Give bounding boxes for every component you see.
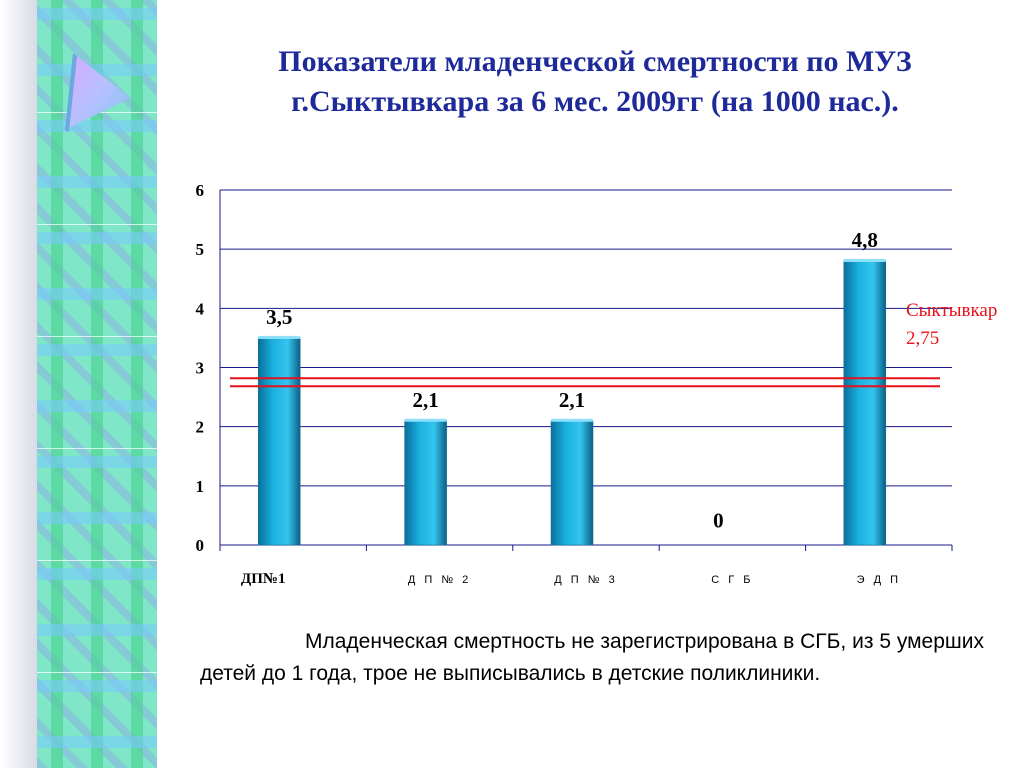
value-label: 2,1: [559, 388, 585, 412]
bar-top: [843, 259, 886, 262]
value-label: 0: [713, 508, 724, 532]
pattern-divider: [37, 224, 157, 225]
reference-line: [230, 377, 940, 388]
x-category-label: Д П № 3: [554, 574, 617, 586]
pattern-divider: [37, 448, 157, 449]
y-tick-label: 6: [196, 181, 205, 200]
chart-bars: [257, 259, 887, 546]
bar-top: [551, 418, 593, 422]
decorative-pattern: [37, 0, 157, 768]
y-tick-label: 0: [196, 536, 205, 555]
x-category-label: Д П № 2: [408, 574, 471, 586]
bar-top: [404, 418, 447, 422]
triangle-icon: [65, 53, 130, 132]
y-tick-label: 2: [196, 418, 205, 437]
value-label: 3,5: [266, 305, 292, 329]
value-labels: 3,5 2,1 2,1 0 4,8: [266, 228, 878, 532]
reference-label: Сыктывкар 2,75: [906, 300, 998, 349]
page-title: Показатели младенческой смертности по МУ…: [278, 45, 912, 118]
chart-note: Младенческая смертность не зарегистриров…: [200, 630, 984, 685]
bar: [404, 420, 447, 546]
x-category-label: ДП№1: [241, 571, 286, 587]
bar: [843, 260, 887, 546]
y-tick-label: 4: [196, 299, 205, 318]
x-category-label: Э Д П: [857, 574, 901, 586]
bar-top: [258, 335, 301, 339]
pattern-divider: [37, 672, 157, 673]
x-category-label: С Г Б: [711, 574, 753, 586]
value-label: 2,1: [412, 388, 438, 412]
value-label: 4,8: [852, 228, 878, 252]
bar: [550, 420, 594, 546]
x-axis-labels: ДП№1 Д П № 2 Д П № 3 С Г Б Э Д П: [241, 571, 901, 587]
bar: [257, 337, 301, 546]
y-tick-label: 5: [196, 240, 205, 259]
pattern-divider: [37, 336, 157, 337]
y-axis-ticks: 0 1 2 3 4 5 6: [196, 181, 205, 555]
pattern-divider: [37, 560, 157, 561]
bar-chart: 0 1 2 3 4 5 6 3,5 2,1 2,1 0 4,8 ДП№1 Д П № 2 Д П № 3…: [196, 181, 953, 587]
y-tick-label: 3: [196, 359, 205, 378]
y-tick-label: 1: [196, 477, 205, 496]
